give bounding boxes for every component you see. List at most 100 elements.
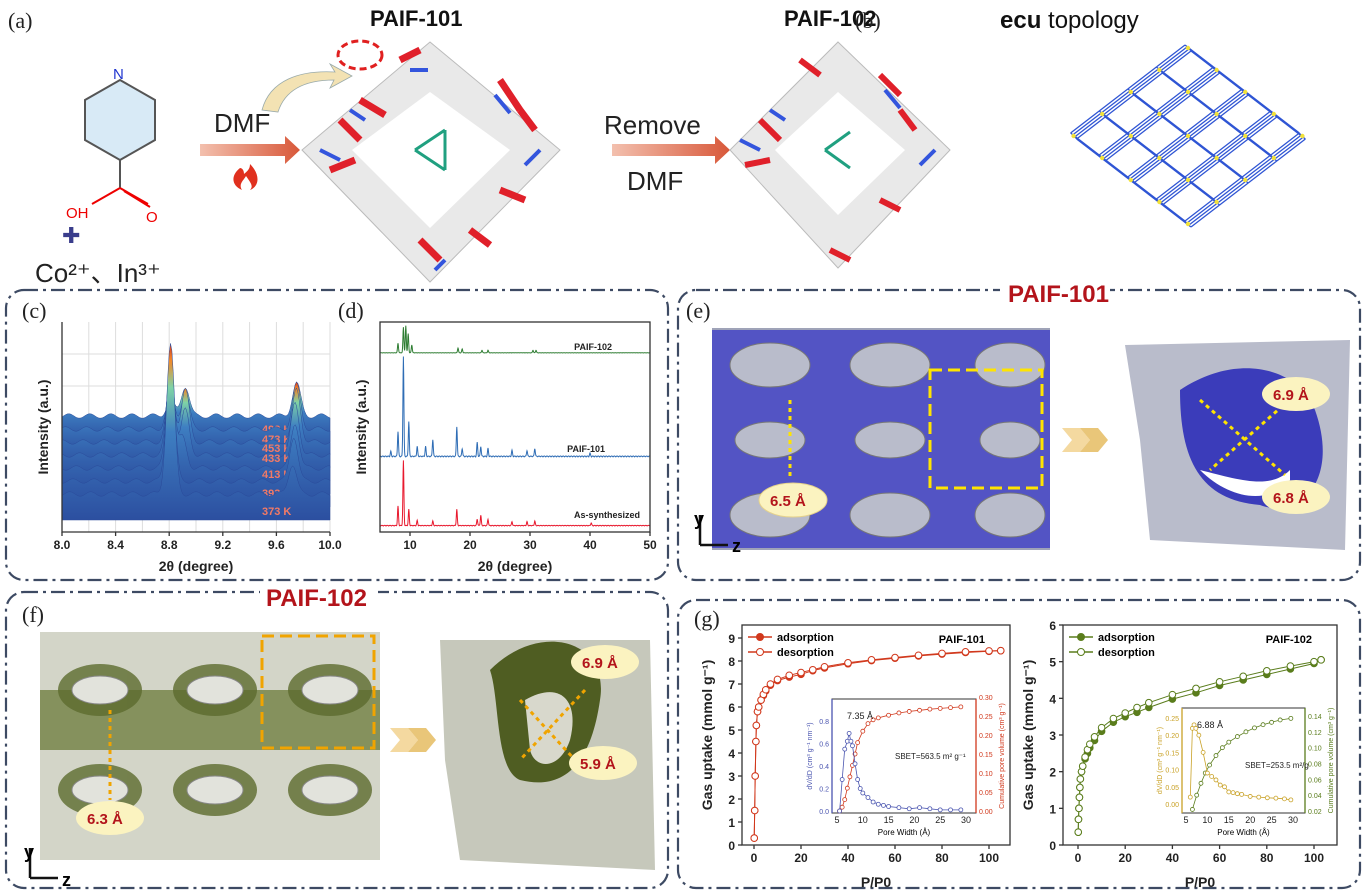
paif-102-pore-view: 6.3 Å y z 6.9 Å 5.9 Å bbox=[24, 632, 655, 890]
cumulative-volume-point bbox=[1207, 762, 1212, 768]
lattice-edge bbox=[1270, 132, 1300, 156]
inset-y-right-tick-label: 0.10 bbox=[979, 771, 993, 778]
cumulative-volume-point bbox=[855, 740, 861, 745]
lattice-node bbox=[1271, 111, 1277, 117]
paif-101-title: PAIF-101 bbox=[370, 6, 463, 31]
desorption-point bbox=[750, 806, 759, 815]
lattice-edge bbox=[1133, 72, 1163, 96]
lattice-node bbox=[1157, 155, 1162, 161]
cumulative-volume-point bbox=[1194, 792, 1200, 798]
arrow-icon bbox=[200, 136, 300, 164]
psd-point bbox=[896, 805, 902, 811]
x-tick-label: 9.6 bbox=[268, 538, 285, 552]
lattice-edge bbox=[1131, 114, 1161, 138]
lattice-edge bbox=[1213, 132, 1243, 156]
lattice-edge bbox=[1190, 160, 1220, 184]
desorption-point bbox=[808, 665, 817, 674]
lattice-edge bbox=[1072, 112, 1102, 136]
lattice-node bbox=[1128, 133, 1134, 139]
desorption-point bbox=[1121, 709, 1129, 717]
cumulative-volume-point bbox=[1252, 725, 1257, 731]
y-tick-label: 1 bbox=[728, 816, 735, 830]
desorption-point bbox=[1075, 804, 1083, 813]
lattice-node bbox=[1214, 155, 1219, 161]
ecu-bold: ecu bbox=[1000, 7, 1041, 34]
y-axis-label: Gas uptake (mmol g⁻¹) bbox=[699, 660, 715, 811]
legend-marker bbox=[756, 648, 764, 656]
desorption-point bbox=[761, 685, 770, 694]
axis-y: y bbox=[694, 509, 704, 529]
desorption-point bbox=[1075, 793, 1084, 802]
x-tick-label: 40 bbox=[841, 851, 855, 865]
inset-y-right-tick-label: 0.25 bbox=[979, 714, 993, 721]
lattice-edge bbox=[1245, 114, 1276, 138]
axis-z: z bbox=[732, 536, 741, 556]
lattice-node bbox=[1100, 111, 1105, 117]
desorption-point bbox=[844, 659, 852, 667]
inset-x-tick-label: 30 bbox=[961, 815, 971, 825]
desorption-point bbox=[1097, 723, 1106, 732]
inset-y-left-label: dV/dD (cm³ g⁻¹ nm⁻¹) bbox=[1157, 727, 1164, 794]
x-tick-label: 80 bbox=[935, 851, 949, 865]
desorption-point bbox=[1076, 783, 1084, 792]
psd-point bbox=[839, 777, 845, 782]
peak-label: 7.35 Å bbox=[847, 711, 873, 721]
lattice-node bbox=[1243, 89, 1248, 95]
lattice-edge bbox=[1100, 90, 1131, 114]
chart-d-pxrd: PAIF-102 PAIF-101 As-synthesized 10 20 30 40 50… bbox=[353, 321, 657, 574]
y-tick-label: 1 bbox=[1049, 802, 1056, 816]
cumulative-volume-point bbox=[1213, 753, 1219, 758]
panel-label-b: (b) bbox=[855, 8, 881, 33]
x-tick-label: 40 bbox=[1166, 851, 1180, 865]
inset-x-tick-label: 25 bbox=[935, 815, 945, 825]
lattice-node bbox=[1185, 89, 1191, 95]
lattice-node bbox=[1243, 177, 1248, 183]
inset-y-left-tick-label: 0.4 bbox=[819, 764, 829, 771]
axis-indicator-icon bbox=[698, 515, 728, 547]
panel-label-d: (d) bbox=[338, 298, 364, 323]
psd-point bbox=[865, 795, 871, 800]
lattice-edge bbox=[1217, 180, 1247, 204]
lattice-node bbox=[1071, 133, 1076, 139]
cumulative-volume-point bbox=[886, 712, 891, 718]
psd-point bbox=[937, 807, 943, 813]
lattice-node bbox=[1128, 89, 1134, 95]
axis-z: z bbox=[62, 870, 71, 890]
panel-b: (b) ecu topology bbox=[855, 7, 1306, 228]
inset-y-right-tick-label: 0.10 bbox=[1308, 746, 1322, 753]
lattice-edge bbox=[1102, 136, 1133, 160]
lattice-edge bbox=[1104, 138, 1135, 162]
chevron-right-icon bbox=[390, 728, 418, 752]
psd-point bbox=[1239, 791, 1245, 797]
lattice-edge bbox=[1158, 90, 1188, 114]
psd-point bbox=[1226, 789, 1232, 795]
pore-size-6-8: 6.8 Å bbox=[1273, 490, 1309, 507]
cumulative-volume-point bbox=[1219, 745, 1225, 751]
cumulative-volume-point bbox=[1226, 739, 1232, 745]
psd-point bbox=[1234, 791, 1240, 797]
lattice-edge bbox=[1184, 154, 1214, 178]
lattice-node bbox=[1100, 155, 1105, 161]
lattice-edge bbox=[1245, 158, 1276, 182]
axis-indicator-icon bbox=[28, 848, 58, 880]
lattice-edge bbox=[1241, 154, 1272, 178]
inset-y-right-tick-label: 0.02 bbox=[1308, 809, 1322, 816]
x-tick-label: 60 bbox=[888, 851, 902, 865]
lattice-edge bbox=[1156, 176, 1186, 200]
inset-y-right-tick-label: 0.14 bbox=[1308, 714, 1322, 721]
series-label: As-synthesized bbox=[574, 510, 640, 520]
desorption-point bbox=[820, 662, 829, 671]
y-tick-label: 6 bbox=[1049, 619, 1056, 633]
lattice-edge bbox=[1162, 94, 1192, 118]
desorption-point bbox=[766, 680, 775, 688]
psd-point bbox=[1273, 795, 1279, 801]
psd-point bbox=[852, 761, 858, 767]
series-label: PAIF-101 bbox=[567, 444, 605, 454]
inset-y-right-tick-label: 0.00 bbox=[979, 809, 993, 816]
oxygen-atom: O bbox=[146, 209, 158, 226]
temperature-label: 453 K bbox=[262, 443, 291, 455]
lattice-edge bbox=[1160, 136, 1190, 160]
inset-x-tick-label: 20 bbox=[909, 815, 919, 825]
desorption-point bbox=[1081, 753, 1089, 761]
cumulative-volume-point bbox=[842, 797, 848, 802]
